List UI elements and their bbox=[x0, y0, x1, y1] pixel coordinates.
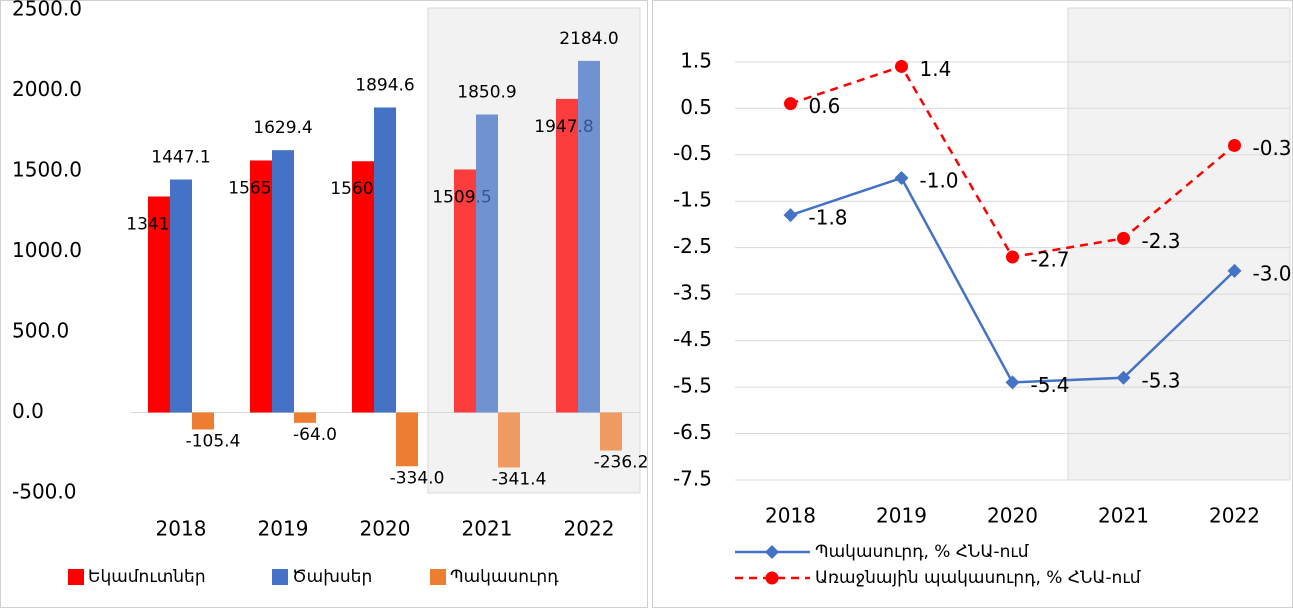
y-tick-label: 2000.0 bbox=[12, 77, 82, 101]
point bbox=[1005, 375, 1020, 390]
data-label: -334.0 bbox=[390, 468, 445, 488]
data-label: -5.4 bbox=[1031, 373, 1070, 397]
legend-marker bbox=[765, 571, 779, 585]
legend-label: Առաջնային պակասուրդ, % ՀՆԱ-ում bbox=[815, 568, 1141, 588]
legend-swatch bbox=[68, 569, 84, 585]
y-tick-label: 0.0 bbox=[12, 399, 44, 423]
bar bbox=[352, 161, 374, 413]
y-tick-label: -7.5 bbox=[673, 467, 712, 491]
point bbox=[895, 59, 908, 73]
data-label: 1.4 bbox=[920, 57, 952, 81]
bar bbox=[272, 150, 294, 413]
x-tick-label: 2020 bbox=[360, 517, 411, 541]
legend-label: Պակասուրդ, % ՀՆԱ-ում bbox=[815, 542, 1029, 562]
y-tick-label: 1.5 bbox=[680, 48, 712, 72]
bar bbox=[396, 412, 418, 467]
point bbox=[1006, 250, 1019, 264]
y-tick-label: -500.0 bbox=[12, 480, 76, 504]
legend-marker bbox=[765, 545, 779, 559]
data-label: -341.4 bbox=[492, 469, 547, 489]
x-tick-label: 2022 bbox=[1209, 504, 1260, 528]
data-label: 1894.6 bbox=[355, 75, 414, 95]
bar bbox=[374, 107, 396, 413]
data-label: -5.3 bbox=[1142, 368, 1181, 392]
data-label: -0.3 bbox=[1253, 136, 1292, 160]
bar bbox=[454, 169, 476, 413]
y-tick-label: -5.5 bbox=[673, 374, 712, 398]
bar bbox=[294, 412, 316, 423]
x-tick-label: 2021 bbox=[462, 517, 513, 541]
y-tick-label: 1500.0 bbox=[12, 158, 82, 182]
y-tick-label: 1000.0 bbox=[12, 238, 82, 262]
data-label: 0.6 bbox=[809, 94, 841, 118]
point bbox=[784, 97, 797, 111]
legend-label: Պակասուրդ bbox=[450, 567, 559, 587]
bar bbox=[148, 196, 170, 413]
legend-label: Ծախսեր bbox=[292, 567, 372, 587]
legend-label: Եկամուտներ bbox=[88, 567, 206, 587]
y-tick-label: -4.5 bbox=[673, 327, 712, 351]
y-tick-label: -2.5 bbox=[673, 234, 712, 258]
x-tick-label: 2018 bbox=[156, 517, 207, 541]
legend-swatch bbox=[272, 569, 288, 585]
bar bbox=[476, 114, 498, 413]
y-tick-label: 500.0 bbox=[12, 319, 69, 343]
data-label: -2.3 bbox=[1142, 229, 1181, 253]
y-tick-label: -0.5 bbox=[673, 141, 712, 165]
bar bbox=[250, 160, 272, 413]
point bbox=[1227, 263, 1242, 278]
bar bbox=[192, 412, 214, 430]
x-tick-label: 2022 bbox=[564, 517, 615, 541]
data-label: -3.0 bbox=[1253, 261, 1292, 285]
data-label: 1850.9 bbox=[457, 83, 516, 103]
y-tick-label: -1.5 bbox=[673, 188, 712, 212]
bar bbox=[498, 412, 520, 468]
x-tick-label: 2018 bbox=[765, 504, 816, 528]
forecast-shade bbox=[1067, 7, 1291, 481]
x-tick-label: 2021 bbox=[1098, 504, 1149, 528]
point bbox=[1117, 231, 1130, 245]
data-label: 1447.1 bbox=[151, 148, 210, 168]
legend-swatch bbox=[430, 569, 446, 585]
y-tick-label: -3.5 bbox=[673, 281, 712, 305]
point bbox=[1116, 370, 1131, 385]
left-panel bbox=[0, 0, 648, 608]
y-tick-label: 0.5 bbox=[680, 95, 712, 119]
data-label: -64.0 bbox=[293, 425, 337, 445]
point bbox=[783, 208, 798, 223]
x-tick-label: 2019 bbox=[258, 517, 309, 541]
data-label: -236.2 bbox=[594, 453, 649, 473]
data-label: -1.0 bbox=[920, 168, 959, 192]
x-tick-label: 2020 bbox=[987, 504, 1038, 528]
data-label: 2184.0 bbox=[559, 29, 618, 49]
point bbox=[1228, 138, 1241, 152]
data-label: -2.7 bbox=[1031, 247, 1070, 271]
bar bbox=[578, 60, 600, 413]
y-tick-label: -6.5 bbox=[673, 420, 712, 444]
y-tick-label: 2500.0 bbox=[12, 0, 82, 21]
bar bbox=[556, 98, 578, 413]
data-label: -105.4 bbox=[186, 431, 241, 451]
point bbox=[894, 170, 909, 185]
data-label: 1629.4 bbox=[253, 118, 312, 138]
bar bbox=[170, 179, 192, 413]
x-tick-label: 2019 bbox=[876, 504, 927, 528]
data-label: -1.8 bbox=[809, 206, 848, 230]
bar bbox=[600, 412, 622, 451]
